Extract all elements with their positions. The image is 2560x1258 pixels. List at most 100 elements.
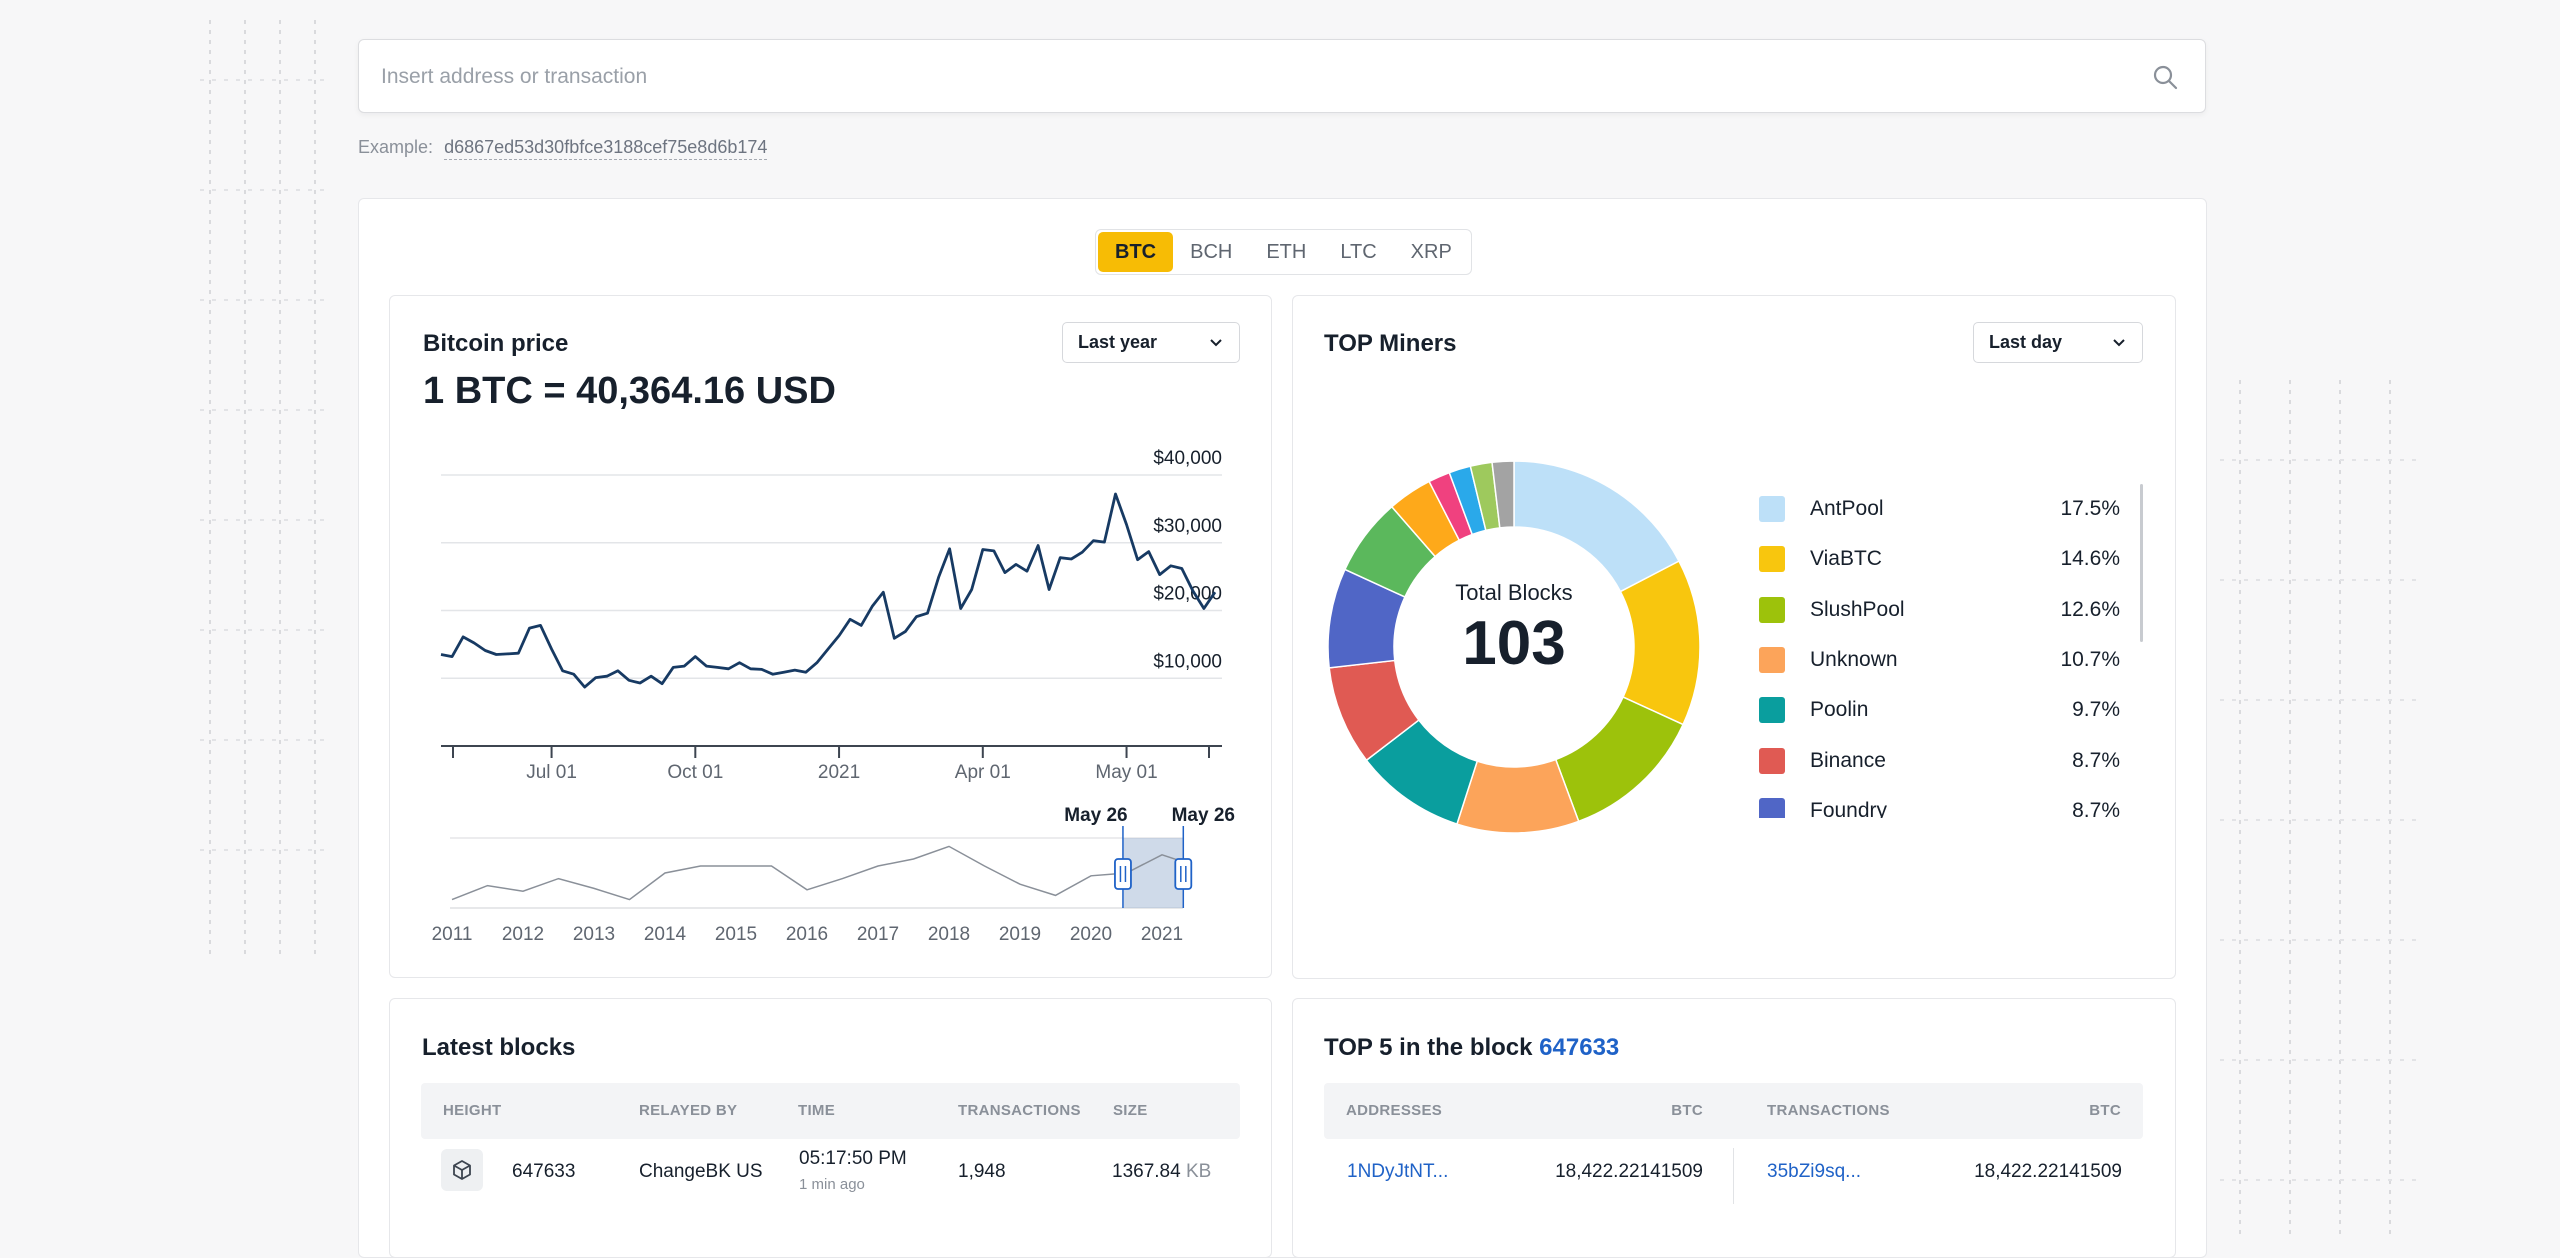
legend-value: 8.7%	[2072, 748, 2120, 772]
currency-tabs: BTC BCH ETH LTC XRP	[1095, 229, 1472, 275]
legend-swatch	[1759, 697, 1785, 724]
navigator-end-label: May 26	[1172, 805, 1235, 826]
navigator-handle[interactable]	[1174, 858, 1193, 890]
total-blocks-label: Total Blocks	[1455, 580, 1573, 605]
price-x-tick-label: 2021	[818, 762, 860, 783]
block-size-unit: KB	[1185, 1161, 1212, 1182]
chevron-down-icon	[2113, 339, 2125, 347]
price-y-tick-label: $30,000	[1153, 516, 1222, 537]
top5-address-link[interactable]: 1NDyJtNT...	[1347, 1161, 1449, 1182]
block-time-value: 05:17:50 PM	[799, 1148, 907, 1169]
navigator-selection[interactable]	[1122, 838, 1184, 908]
top5-address-btc: 18,422.22141509	[1555, 1161, 1703, 1182]
legend-item[interactable]: Binance 8.7%	[1758, 735, 2120, 785]
legend-value: 8.7%	[2072, 798, 2120, 818]
legend-value: 12.6%	[2060, 597, 2120, 621]
tab-bch[interactable]: BCH	[1190, 240, 1233, 263]
top5-title: TOP 5 in the block 647633	[1324, 1034, 1619, 1062]
legend-item[interactable]: AntPool 17.5%	[1758, 484, 2120, 534]
block-relayed-by: ChangeBK US	[639, 1161, 763, 1182]
legend-scrollbar[interactable]	[2140, 484, 2143, 642]
miners-legend: AntPool 17.5% ViaBTC 14.6% SlushPool 12.6% Unk…	[1758, 484, 2120, 818]
legend-item[interactable]: ViaBTC 14.6%	[1758, 534, 2120, 584]
legend-label: Binance	[1810, 748, 1886, 772]
price-x-tick-label: May 01	[1095, 762, 1157, 783]
donut-slice[interactable]	[1554, 696, 1685, 823]
donut-slice[interactable]	[1513, 460, 1680, 593]
legend-swatch	[1759, 496, 1785, 523]
col-size: SIZE	[1113, 1102, 1148, 1119]
donut-center: Total Blocks 103	[1414, 580, 1614, 679]
latest-blocks-header: HEIGHT RELAYED BY TIME TRANSACTIONS SIZE	[421, 1083, 1240, 1139]
legend-value: 14.6%	[2060, 547, 2120, 571]
price-period-value: Last year	[1078, 332, 1158, 352]
chevron-down-icon	[1210, 339, 1222, 347]
price-x-tick-label: Oct 01	[667, 762, 723, 783]
col-addresses: ADDRESSES	[1346, 1102, 1443, 1119]
legend-item[interactable]: Foundry 8.7%	[1758, 786, 2120, 818]
tab-ltc[interactable]: LTC	[1340, 240, 1377, 263]
price-y-tick-label: $20,000	[1153, 584, 1222, 605]
search-box	[358, 39, 2206, 114]
total-blocks-value: 103	[1462, 609, 1566, 678]
search-input[interactable]	[379, 40, 2123, 114]
legend-label: ViaBTC	[1810, 547, 1882, 571]
col-height: HEIGHT	[443, 1102, 502, 1119]
tab-btc[interactable]: BTC	[1098, 232, 1174, 272]
top5-block-link[interactable]: 647633	[1539, 1034, 1620, 1061]
miners-panel	[1292, 295, 2176, 979]
navigator-x-tick-label: 2019	[999, 924, 1041, 945]
column-divider	[1733, 1148, 1734, 1204]
price-value: 1 BTC = 40,364.16 USD	[423, 370, 836, 412]
navigator-x-tick-label: 2016	[786, 924, 828, 945]
donut-slice[interactable]	[1456, 758, 1580, 834]
legend-item[interactable]: Unknown 10.7%	[1758, 635, 2120, 685]
legend-swatch	[1759, 797, 1785, 818]
search-icon[interactable]	[2151, 63, 2179, 91]
legend-value: 10.7%	[2060, 648, 2120, 672]
price-y-tick-label: $10,000	[1153, 651, 1222, 672]
miners-panel-title: TOP Miners	[1324, 330, 1457, 357]
navigator-series-line	[451, 845, 1184, 901]
legend-swatch	[1759, 747, 1785, 774]
block-time-ago: 1 min ago	[799, 1176, 865, 1193]
top5-transaction-link[interactable]: 35bZi9sq...	[1767, 1161, 1861, 1182]
top5-header: ADDRESSES BTC TRANSACTIONS BTC	[1324, 1083, 2143, 1139]
col-top5-transactions: TRANSACTIONS	[1767, 1102, 1890, 1119]
legend-item[interactable]: SlushPool 12.6%	[1758, 585, 2120, 635]
block-transactions: 1,948	[958, 1161, 1006, 1182]
donut-slice[interactable]	[1619, 560, 1701, 726]
search-example: Example: d6867ed53d30fbfce3188cef75e8d6b…	[358, 137, 768, 160]
block-size-value: 1367.84	[1112, 1161, 1181, 1182]
top5-title-text: TOP 5 in the block	[1324, 1034, 1533, 1061]
col-relayed-by: RELAYED BY	[639, 1102, 738, 1119]
legend-label: AntPool	[1810, 497, 1884, 521]
tab-xrp[interactable]: XRP	[1410, 240, 1452, 263]
col-transactions: TRANSACTIONS	[958, 1102, 1081, 1119]
latest-blocks-title: Latest blocks	[422, 1034, 576, 1061]
col-transaction-btc: BTC	[2089, 1102, 2121, 1119]
example-label: Example:	[358, 137, 434, 157]
example-hash-link[interactable]: d6867ed53d30fbfce3188cef75e8d6b174	[444, 137, 768, 160]
price-panel-title: Bitcoin price	[423, 330, 569, 357]
block-time: 05:17:50 PM 1 min ago	[799, 1148, 907, 1193]
navigator-x-tick-label: 2018	[928, 924, 970, 945]
block-size: 1367.84 KB	[1112, 1161, 1211, 1183]
miners-period-value: Last day	[1989, 332, 2063, 352]
navigator-x-tick-label: 2015	[715, 924, 757, 945]
legend-item[interactable]: Poolin 9.7%	[1758, 685, 2120, 735]
block-height[interactable]: 647633	[512, 1161, 576, 1182]
navigator-x-tick-label: 2012	[502, 924, 544, 945]
miners-period-dropdown[interactable]: Last day	[1973, 322, 2143, 363]
tab-eth[interactable]: ETH	[1266, 240, 1307, 263]
legend-label: Foundry	[1810, 798, 1888, 818]
col-address-btc: BTC	[1671, 1102, 1703, 1119]
donut-slice[interactable]	[1491, 460, 1515, 529]
navigator-x-tick-label: 2013	[573, 924, 615, 945]
navigator-handle[interactable]	[1114, 858, 1132, 890]
price-period-dropdown[interactable]: Last year	[1062, 322, 1240, 363]
legend-swatch	[1759, 546, 1785, 573]
